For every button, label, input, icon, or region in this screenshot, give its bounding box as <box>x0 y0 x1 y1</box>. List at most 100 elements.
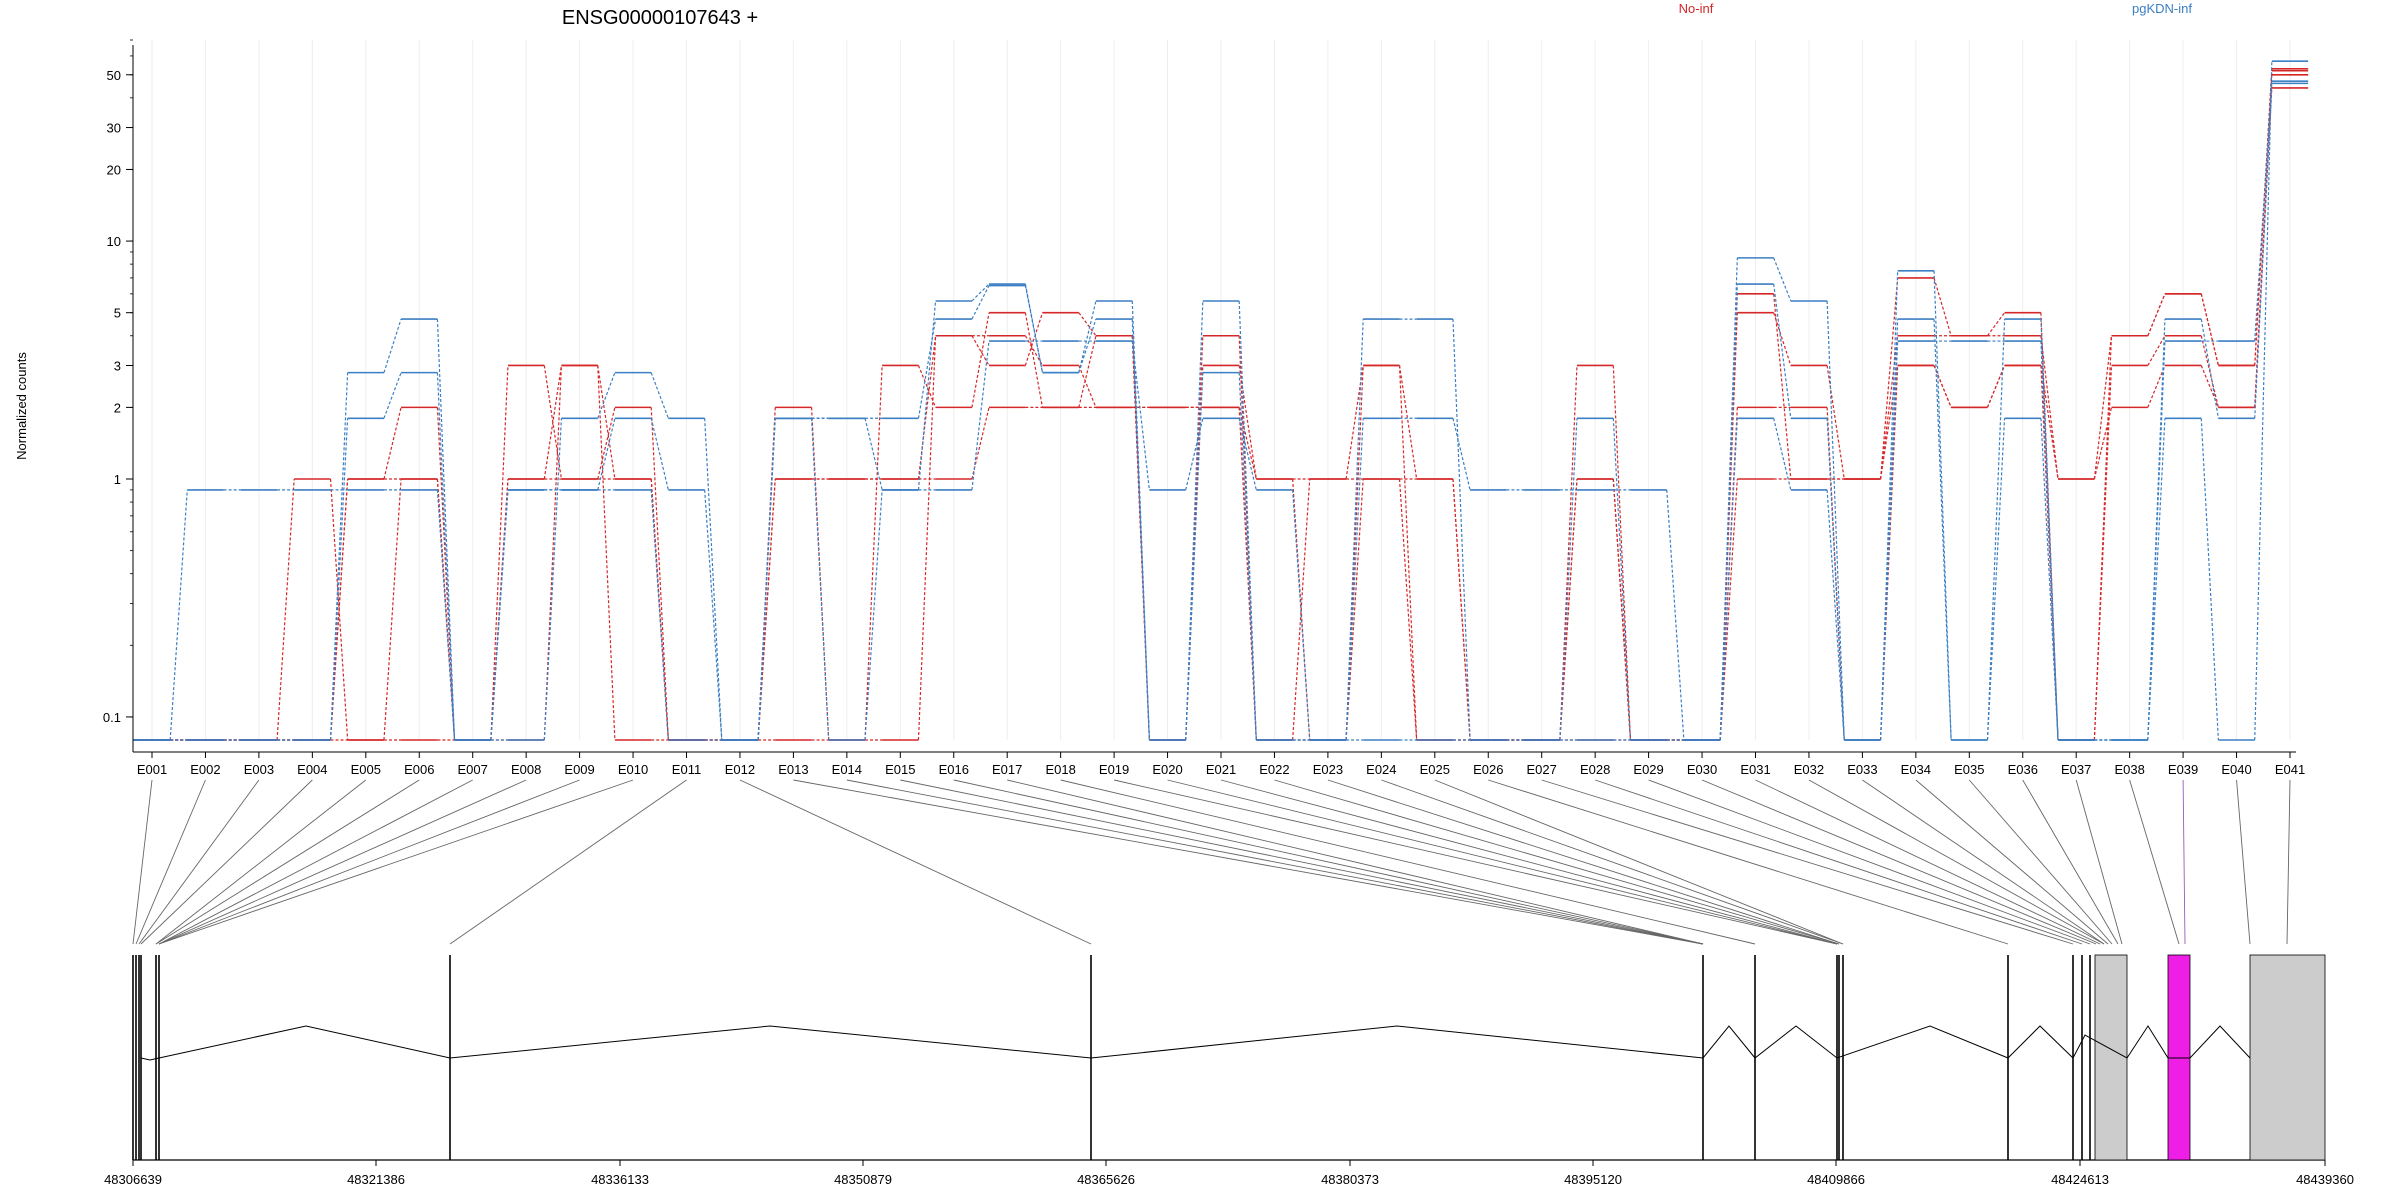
data-connector <box>383 407 402 480</box>
data-connector <box>597 372 616 419</box>
data-connector <box>1024 312 1044 366</box>
data-connector <box>1719 312 1738 741</box>
data-connector <box>436 319 456 741</box>
data-connector <box>383 318 402 373</box>
exon-connector <box>793 779 1704 945</box>
data-connector <box>1131 319 1150 741</box>
data-connector <box>1131 300 1150 741</box>
data-connector <box>1719 478 1738 741</box>
data-connector <box>2200 293 2219 366</box>
x-tick-label: E038 <box>2114 762 2144 777</box>
data-connector <box>1933 270 1952 741</box>
x-tick-label: E017 <box>992 762 1022 777</box>
data-connector <box>1666 489 1685 741</box>
data-connector <box>543 418 563 741</box>
data-connector <box>757 478 776 741</box>
data-connector <box>1345 319 1364 741</box>
x-tick-label: E018 <box>1045 762 1075 777</box>
data-connector <box>1826 489 1845 741</box>
x-tick-label: E010 <box>618 762 648 777</box>
exon-connector <box>138 779 260 945</box>
y-tick-label: 0.1 <box>103 710 121 725</box>
exon-connector <box>1808 779 2105 945</box>
x-tick-label: E025 <box>1420 762 1450 777</box>
data-connector <box>704 489 723 741</box>
exon-connector <box>1007 779 1704 945</box>
data-connector <box>329 418 349 741</box>
x-tick-label: E027 <box>1527 762 1557 777</box>
data-connector <box>2200 335 2219 408</box>
x-tick-label: E011 <box>672 762 701 777</box>
y-tick-label: 2 <box>114 400 121 415</box>
exon-connector <box>1167 779 1838 945</box>
data-connector <box>2147 418 2166 741</box>
x-tick-label: E008 <box>511 762 541 777</box>
data-connector <box>490 489 509 741</box>
exon-connector <box>2022 779 2119 945</box>
y-tick-label: 20 <box>107 162 121 177</box>
data-connector <box>1719 283 1738 741</box>
data-connector <box>1826 365 1845 480</box>
x-tick-label: E005 <box>351 762 381 777</box>
exon-connector <box>1862 779 2105 945</box>
y-tick-label: 3 <box>114 358 121 373</box>
x-tick-label: E015 <box>885 762 915 777</box>
data-connector <box>436 372 456 741</box>
exon-connector <box>1915 779 2109 945</box>
exon-connectors <box>132 779 2291 945</box>
x-tick-label: E030 <box>1687 762 1717 777</box>
data-connector <box>1879 319 1899 741</box>
data-connector <box>917 365 937 408</box>
data-connector <box>1398 365 1418 480</box>
chart-title: ENSG00000107643 + <box>562 7 758 29</box>
data-connector <box>971 285 990 320</box>
data-connector <box>1292 478 1311 741</box>
genomic-position-label: 48336133 <box>591 1172 649 1187</box>
exon-connector <box>158 779 527 945</box>
data-connector <box>810 418 830 741</box>
data-connector <box>1345 478 1364 741</box>
data-connector <box>543 365 563 480</box>
data-connector <box>383 372 402 419</box>
data-connector <box>1078 318 1097 373</box>
data-connector <box>1986 312 2006 337</box>
data-connector <box>1345 418 1364 741</box>
exon-connector <box>158 779 580 945</box>
x-tick-label: E031 <box>1740 762 1770 777</box>
exon-connector <box>1648 779 2091 945</box>
data-connector <box>383 478 402 741</box>
data-connector <box>1773 283 1792 419</box>
x-tick-label: E009 <box>564 762 594 777</box>
data-connector <box>276 478 295 741</box>
data-connector <box>1024 283 1044 373</box>
x-tick-label: E029 <box>1633 762 1663 777</box>
data-connector <box>329 372 349 741</box>
exon-connector <box>158 779 473 945</box>
exon-connector <box>1701 779 2097 945</box>
y-axis-label: Normalized counts <box>14 352 29 460</box>
data-connector <box>2147 335 2166 366</box>
data-connector <box>2040 341 2059 741</box>
y-tick-label: 5 <box>114 306 121 321</box>
exon-connector <box>1220 779 1838 945</box>
data-connector <box>864 365 883 741</box>
exon-connector <box>1114 779 1838 945</box>
x-tick-label: E024 <box>1366 762 1396 777</box>
data-connector <box>1933 365 1952 408</box>
genomic-position-label: 48395120 <box>1564 1172 1622 1187</box>
data-connector <box>597 407 616 480</box>
data-connector <box>757 418 776 741</box>
x-tick-label: E002 <box>190 762 220 777</box>
x-tick-label: E035 <box>1954 762 1984 777</box>
data-connector <box>1078 335 1097 408</box>
data-connector <box>329 478 349 741</box>
exon-connector <box>953 779 1704 945</box>
data-connector <box>1238 372 1257 741</box>
x-tick-label: E014 <box>832 762 862 777</box>
data-connector <box>1078 300 1097 373</box>
exon-connector <box>2286 779 2291 945</box>
x-tick-label: E036 <box>2008 762 2038 777</box>
genomic-position-label: 48439360 <box>2296 1172 2354 1187</box>
x-tick-label: E012 <box>725 762 755 777</box>
